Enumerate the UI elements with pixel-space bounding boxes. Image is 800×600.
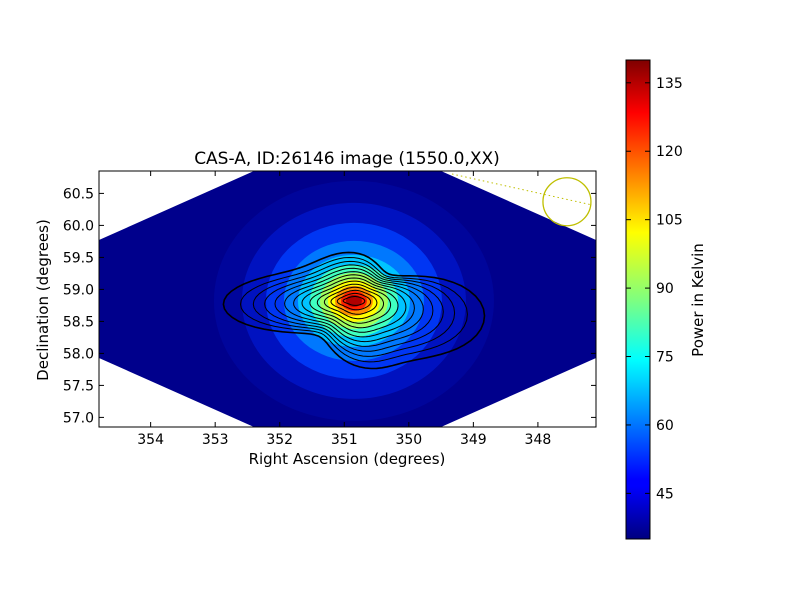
y-tick-label: 57.5 <box>63 378 94 394</box>
plot-frame <box>98 170 597 428</box>
y-axis-ticks: 57.0 57.5 58.0 58.5 59.0 59.5 60.0 60.5 <box>63 186 596 426</box>
contour-line <box>301 277 407 333</box>
contour-line <box>239 256 468 363</box>
contour-line <box>309 280 399 329</box>
x-tick-label: 354 <box>137 432 164 448</box>
y-tick-label: 58.5 <box>63 314 94 330</box>
x-tick-label: 350 <box>395 432 422 448</box>
y-axis-label: Declination (degrees) <box>34 219 52 381</box>
x-tick-label: 351 <box>331 432 358 448</box>
x-tick-label: 348 <box>525 432 552 448</box>
contour-lines <box>222 251 486 370</box>
beam-marker <box>451 173 592 227</box>
y-tick-label: 59.5 <box>63 250 94 266</box>
colorbar-gradient <box>626 60 650 539</box>
colorbar-tick-label: 120 <box>656 144 683 160</box>
heatmap-image <box>99 171 596 427</box>
contour-line <box>264 264 444 352</box>
contour-line <box>316 283 392 324</box>
colorbar: 45 60 75 90 105 120 135 Power in Kelvin <box>625 59 707 540</box>
x-tick-label: 352 <box>266 432 293 448</box>
colorbar-tick-label: 90 <box>656 281 674 297</box>
x-tick-label: 353 <box>202 432 229 448</box>
colorbar-frame <box>625 59 651 540</box>
x-tick-label: 349 <box>460 432 487 448</box>
y-tick-label: 58.0 <box>63 346 94 362</box>
colorbar-tick-label: 105 <box>656 213 683 229</box>
y-tick-label: 60.0 <box>63 218 94 234</box>
contour-line <box>222 251 486 370</box>
colorbar-label: Power in Kelvin <box>689 243 707 357</box>
beam-pointer <box>451 173 592 206</box>
colorbar-tick-label: 45 <box>656 486 674 502</box>
x-axis-label: Right Ascension (degrees) <box>249 450 446 468</box>
contour-line <box>293 274 415 338</box>
y-tick-label: 59.0 <box>63 282 94 298</box>
colorbar-ticks: 45 60 75 90 105 120 135 <box>626 76 683 502</box>
beam-circle <box>542 177 592 227</box>
heatmap-plot: 354 353 352 351 350 349 348 57.0 57.5 58.0 58.5 59… <box>63 170 597 448</box>
y-tick-label: 57.0 <box>63 410 94 426</box>
y-tick-label: 60.5 <box>63 186 94 202</box>
contour-line <box>330 289 378 315</box>
contour-line <box>336 292 372 311</box>
contour-line <box>323 286 384 320</box>
x-axis-ticks: 354 353 352 351 350 349 348 <box>137 171 551 448</box>
chart-title: CAS-A, ID:26146 image (1550.0,XX) <box>194 149 500 169</box>
colorbar-tick-label: 75 <box>656 350 674 366</box>
colorbar-tick-label: 60 <box>656 418 674 434</box>
contour-line <box>252 260 456 357</box>
colorbar-tick-label: 135 <box>656 76 683 92</box>
contour-line <box>284 271 424 343</box>
contour-line <box>274 267 434 347</box>
contour-line <box>342 296 366 306</box>
